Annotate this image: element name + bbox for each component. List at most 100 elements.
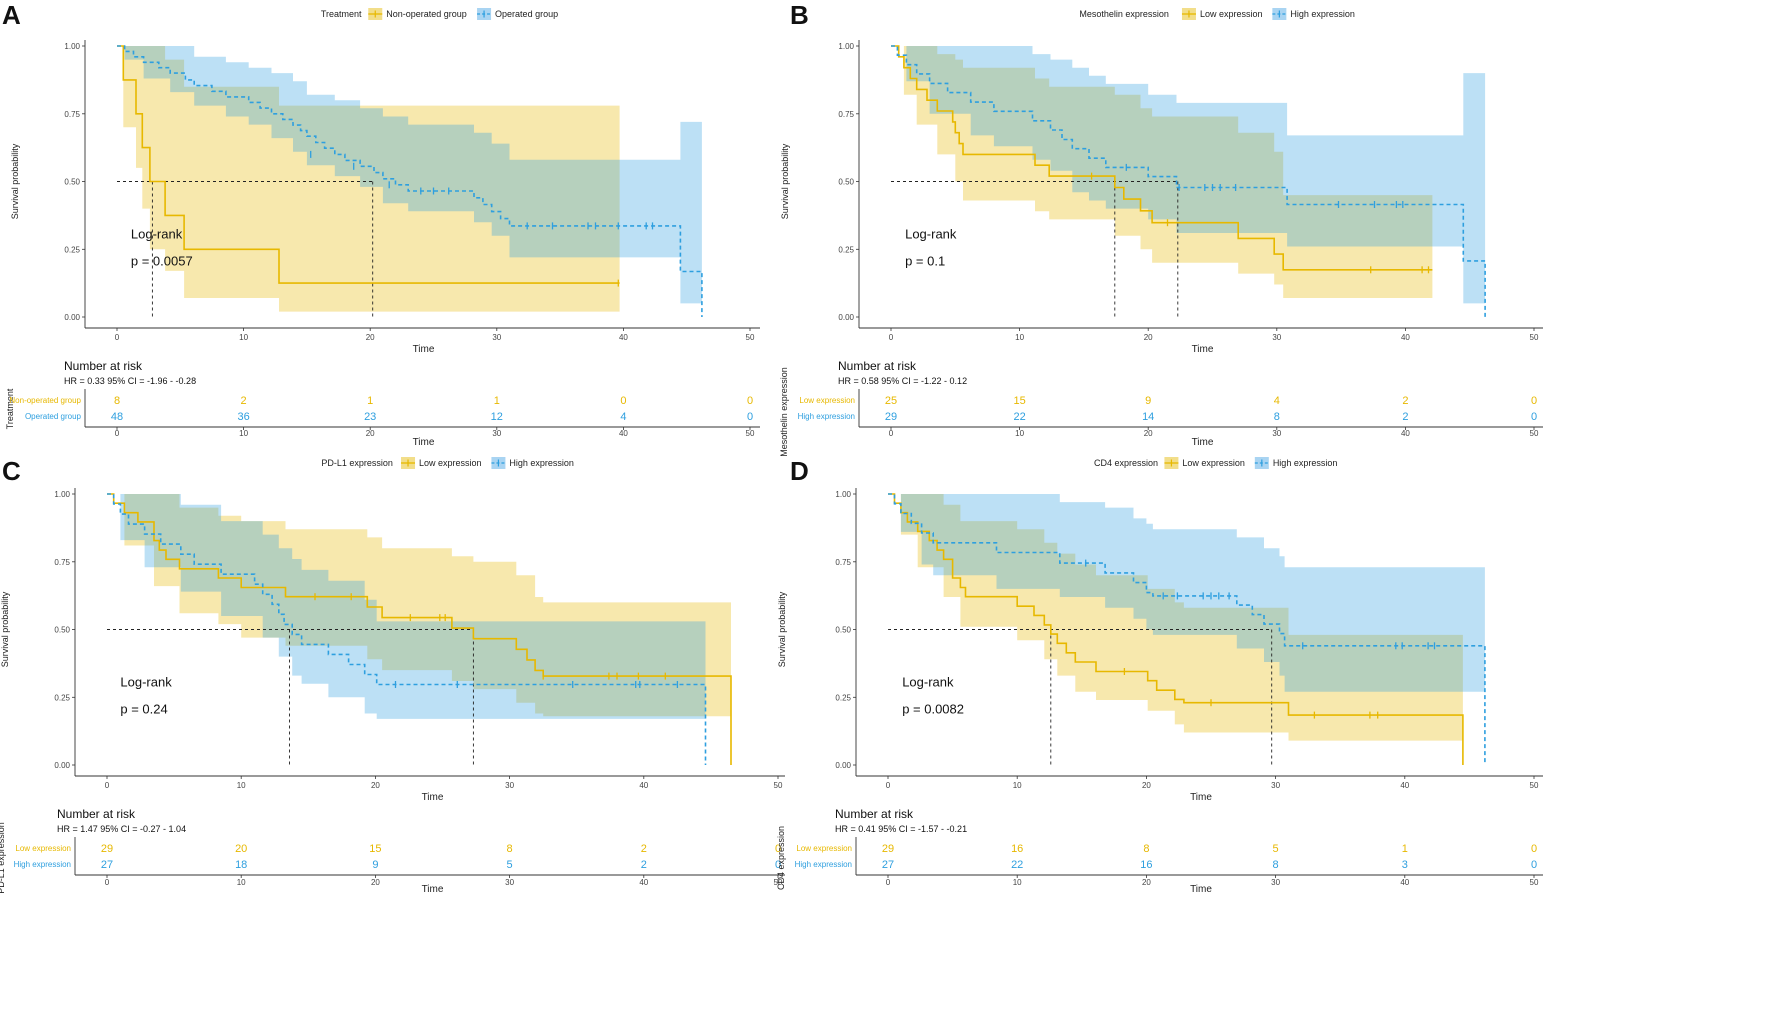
x-tick-label: 20 [1142, 781, 1151, 790]
ci-band-high [888, 494, 1485, 692]
survival-curve-high [107, 493, 707, 765]
panel-letter: B [790, 0, 809, 30]
risk-table: Number at risk HR = 0.41 95% CI = -1.57 -… [776, 807, 1543, 895]
panel-letter: C [2, 456, 21, 486]
risk-count-low: 25 [885, 395, 897, 407]
x-tick-label: 20 [371, 781, 380, 790]
x-axis-title: Time [413, 344, 435, 355]
risk-y-axis-title: Treatment [5, 388, 15, 429]
ci-band-low [891, 46, 1433, 298]
ci-band-low [888, 494, 1463, 741]
y-tick-label: 0.50 [64, 178, 80, 187]
legend: Treatment Non-operated group Operated grou… [321, 8, 558, 20]
risk-x-tick-label: 50 [1530, 878, 1539, 887]
risk-count-low: 29 [101, 843, 113, 855]
x-tick-label: 10 [237, 781, 246, 790]
hr-text: HR = 0.33 95% CI = -1.96 - -0.28 [64, 376, 196, 386]
risk-count-low: 0 [1531, 843, 1537, 855]
risk-x-tick-label: 30 [1271, 878, 1280, 887]
y-tick-label: 1.00 [838, 42, 854, 51]
risk-count-high: 22 [1013, 411, 1025, 423]
x-tick-label: 50 [746, 333, 755, 342]
panel-A: A Treatment Non-operated group Operated gro… [2, 0, 760, 448]
risk-count-low: 15 [1013, 395, 1025, 407]
risk-count-high: 27 [101, 859, 113, 871]
risk-x-tick-label: 10 [1015, 429, 1024, 438]
risk-table: Number at risk HR = 1.47 95% CI = -0.27 -… [0, 807, 785, 895]
y-axis-title: Survival probability [780, 143, 790, 219]
legend-label-high: High expression [1290, 9, 1355, 19]
y-tick-label: 0.50 [838, 178, 854, 187]
risk-x-tick-label: 20 [371, 878, 380, 887]
risk-count-low: 2 [641, 843, 647, 855]
legend-label-low: Low expression [1200, 9, 1263, 19]
risk-x-tick-label: 10 [1013, 878, 1022, 887]
logrank-label: Log-rank [902, 674, 954, 689]
risk-row-label-high: High expression [795, 860, 852, 869]
logrank-label: Log-rank [131, 226, 183, 241]
risk-x-tick-label: 10 [239, 429, 248, 438]
x-tick-label: 0 [886, 781, 891, 790]
y-tick-label: 0.75 [54, 558, 70, 567]
y-axis-title: Survival probability [10, 143, 20, 219]
x-axis-title: Time [1190, 792, 1212, 803]
risk-count-low: 8 [1143, 843, 1149, 855]
y-tick-label: 0.50 [54, 626, 70, 635]
risk-y-axis-title: CD4 expression [776, 826, 786, 890]
risk-x-tick-label: 0 [889, 429, 894, 438]
risk-count-high: 2 [641, 859, 647, 871]
legend-label-high: Operated group [495, 9, 558, 19]
risk-x-tick-label: 50 [746, 429, 755, 438]
risk-count-high: 29 [885, 411, 897, 423]
risk-count-low: 16 [1011, 843, 1023, 855]
risk-count-low: 0 [1531, 395, 1537, 407]
ci-band-high [107, 494, 706, 719]
risk-x-tick-label: 50 [774, 878, 783, 887]
risk-count-low: 9 [1145, 395, 1151, 407]
risk-x-tick-label: 40 [1401, 429, 1410, 438]
risk-x-tick-label: 40 [639, 878, 648, 887]
risk-count-high: 12 [491, 411, 503, 423]
y-tick-label: 0.75 [838, 110, 854, 119]
risk-table: Number at risk HR = 0.58 95% CI = -1.22 -… [779, 359, 1543, 457]
y-tick-label: 0.00 [838, 313, 854, 322]
x-tick-label: 20 [366, 333, 375, 342]
risk-title: Number at risk [64, 359, 143, 373]
hr-text: HR = 1.47 95% CI = -0.27 - 1.04 [57, 824, 186, 834]
y-tick-label: 0.00 [54, 761, 70, 770]
risk-count-high: 2 [1402, 411, 1408, 423]
y-tick-label: 1.00 [54, 490, 70, 499]
logrank-label: Log-rank [120, 674, 172, 689]
risk-x-tick-label: 20 [366, 429, 375, 438]
logrank-label: Log-rank [905, 226, 957, 241]
legend-label-low: Non-operated group [386, 9, 467, 19]
risk-count-low: 1 [494, 395, 500, 407]
risk-count-low: 0 [747, 395, 753, 407]
y-axis-title: Survival probability [777, 591, 787, 667]
x-tick-label: 10 [239, 333, 248, 342]
risk-count-high: 16 [1140, 859, 1152, 871]
x-tick-label: 40 [619, 333, 628, 342]
risk-x-axis-title: Time [1192, 437, 1214, 448]
risk-count-high: 0 [1531, 411, 1537, 423]
risk-count-low: 5 [1273, 843, 1279, 855]
legend-title: Mesothelin expression [1079, 9, 1169, 19]
survival-curve-high [888, 493, 1486, 765]
survival-curve-high [891, 45, 1486, 317]
risk-title: Number at risk [835, 807, 914, 821]
risk-x-tick-label: 20 [1142, 878, 1151, 887]
risk-count-low: 4 [1274, 395, 1280, 407]
risk-x-tick-label: 30 [505, 878, 514, 887]
risk-y-axis-title: Mesothelin expression [779, 367, 789, 457]
risk-row-label-low: Low expression [15, 844, 71, 853]
risk-x-tick-label: 50 [1530, 429, 1539, 438]
y-tick-label: 1.00 [64, 42, 80, 51]
legend: PD-L1 expression Low expression High expre… [321, 457, 574, 469]
x-tick-label: 10 [1013, 781, 1022, 790]
risk-row-label-high: High expression [798, 412, 855, 421]
p-value: p = 0.1 [905, 254, 945, 269]
x-tick-label: 30 [492, 333, 501, 342]
legend-label-low: Low expression [1182, 458, 1245, 468]
risk-count-high: 0 [775, 859, 781, 871]
ci-band-high [117, 46, 702, 304]
